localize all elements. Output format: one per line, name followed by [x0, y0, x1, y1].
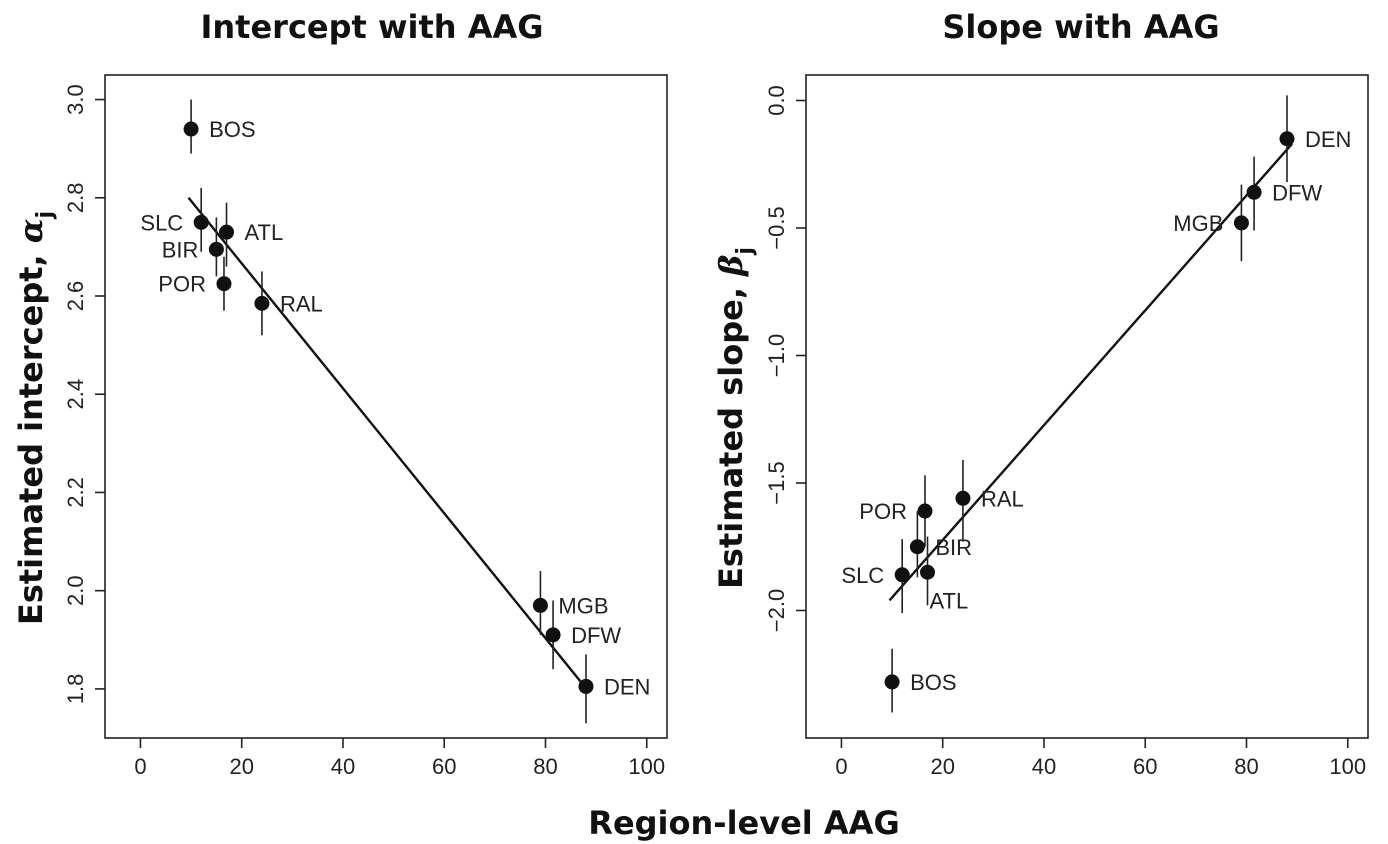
intercept-y-tick-label: 2.6: [63, 281, 88, 312]
slope-point-label-atl: ATL: [930, 588, 969, 613]
slope-y-axis-title-main: Estimated slope,: [712, 276, 750, 589]
intercept-point-label-den: DEN: [604, 674, 650, 699]
slope-y-axis-title: Estimated slope, βj: [712, 247, 758, 589]
slope-y-tick-label: 0.0: [764, 85, 789, 116]
intercept-marks: BOS SLC ATL BIR POR RAL MGB DFW DEN: [140, 99, 650, 724]
slope-point-label-ral: RAL: [981, 486, 1024, 511]
intercept-y-tick-label: 3.0: [63, 84, 88, 115]
slope-x-tick-label: 100: [1329, 754, 1366, 779]
slope-y-tick-label: −0.5: [764, 206, 789, 249]
intercept-y-tick-label: 2.0: [63, 575, 88, 606]
intercept-point-slc: [193, 214, 209, 230]
intercept-y-tick-label: 1.8: [63, 674, 88, 705]
slope-x-tick-label: 20: [930, 754, 954, 779]
intercept-x-tick-label: 0: [134, 754, 146, 779]
intercept-x-tick-label: 40: [331, 754, 355, 779]
intercept-point-por: [216, 276, 232, 292]
slope-marks: DEN DFW MGB RAL POR BIR SLC ATL BOS: [841, 95, 1351, 713]
intercept-y-axis-subscript: j: [33, 211, 58, 220]
intercept-point-den: [578, 678, 594, 694]
slope-fit-line: [888, 143, 1293, 602]
slope-y-axis-subscript: j: [733, 247, 758, 256]
slope-axes: 0 20 40 60 80 100 −2.0 −1.5 −1.0 −0.5 0.0: [764, 74, 1369, 779]
intercept-y-tick-label: 2.2: [63, 477, 88, 508]
intercept-point-label-mgb: MGB: [558, 593, 608, 618]
slope-y-tick-label: −1.0: [764, 334, 789, 377]
intercept-x-tick-label: 80: [533, 754, 557, 779]
intercept-point-atl: [219, 224, 235, 240]
slope-point-label-slc: SLC: [841, 563, 884, 588]
slope-point-atl: [920, 564, 936, 580]
intercept-point-bos: [183, 121, 199, 137]
slope-point-label-bir: BIR: [935, 535, 972, 560]
slope-point-ral: [955, 490, 971, 506]
intercept-x-tick-label: 20: [229, 754, 253, 779]
slope-point-slc: [894, 567, 910, 583]
slope-x-tick-label: 60: [1133, 754, 1157, 779]
slope-point-bir: [909, 539, 925, 555]
slope-point-dfw: [1246, 184, 1262, 200]
intercept-point-label-atl: ATL: [245, 220, 284, 245]
intercept-y-tick-label: 2.8: [63, 182, 88, 213]
intercept-point-bir: [208, 241, 224, 257]
intercept-point-mgb: [532, 597, 548, 613]
slope-panel: Slope with AAG 0 20 40 60 80 100 −2.0 −1.5 −1.0 −…: [712, 8, 1369, 779]
slope-point-por: [917, 503, 933, 519]
slope-plot-frame: [805, 74, 1369, 739]
shared-x-axis-title: Region-level AAG: [588, 804, 899, 842]
intercept-axes: 0 20 40 60 80 100 1.8 2.0 2.2 2.4 2.6 2.8 3.0: [63, 74, 668, 779]
intercept-point-label-por: POR: [158, 272, 206, 297]
slope-point-bos: [884, 674, 900, 690]
slope-y-tick-label: −2.0: [764, 589, 789, 632]
intercept-y-axis-title: Estimated intercept, αj: [12, 211, 58, 625]
intercept-point-label-dfw: DFW: [571, 623, 621, 648]
intercept-x-tick-label: 60: [432, 754, 456, 779]
slope-panel-title: Slope with AAG: [942, 8, 1219, 46]
slope-y-axis-symbol: β: [712, 255, 750, 277]
slope-x-tick-label: 0: [835, 754, 847, 779]
intercept-y-tick-label: 2.4: [63, 379, 88, 410]
intercept-panel-title: Intercept with AAG: [200, 8, 543, 46]
slope-point-label-bos: BOS: [910, 670, 956, 695]
intercept-point-label-bos: BOS: [209, 117, 255, 142]
intercept-x-tick-label: 100: [628, 754, 665, 779]
intercept-point-dfw: [545, 627, 561, 643]
slope-point-den: [1279, 131, 1295, 147]
slope-x-tick-label: 80: [1234, 754, 1258, 779]
intercept-point-label-ral: RAL: [280, 291, 323, 316]
slope-point-mgb: [1233, 215, 1249, 231]
slope-point-label-mgb: MGB: [1173, 211, 1223, 236]
slope-point-label-dfw: DFW: [1272, 180, 1322, 205]
slope-y-tick-label: −1.5: [764, 461, 789, 504]
intercept-point-ral: [254, 295, 270, 311]
intercept-y-axis-symbol: α: [12, 219, 50, 244]
slope-point-label-por: POR: [859, 499, 907, 524]
slope-x-tick-label: 40: [1032, 754, 1056, 779]
intercept-panel: Intercept with AAG 0 20 40 60 80 100 1.8 2.0 2.2…: [12, 8, 668, 779]
intercept-plot-frame: [104, 74, 668, 739]
intercept-point-label-slc: SLC: [140, 210, 183, 235]
slope-point-label-den: DEN: [1305, 127, 1351, 152]
intercept-point-label-bir: BIR: [162, 237, 199, 262]
intercept-y-axis-title-main: Estimated intercept,: [12, 243, 50, 625]
intercept-fit-line: [187, 197, 590, 693]
